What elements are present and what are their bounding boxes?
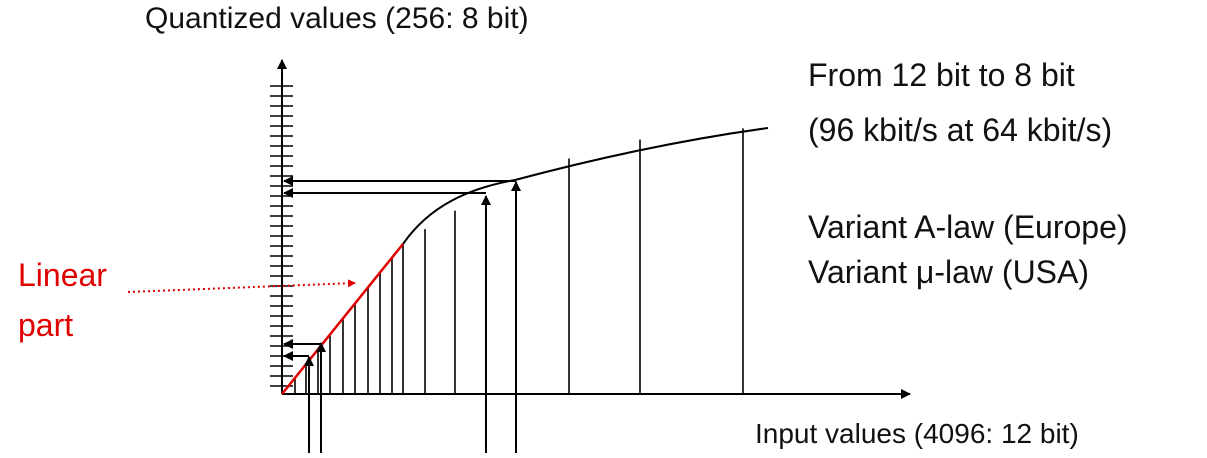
linear-part-label-line2: part <box>18 307 73 343</box>
sample-vertical-lines <box>294 128 744 394</box>
mapping-arrows-low <box>283 339 326 453</box>
y-axis-label: Quantized values (256: 8 bit) <box>145 2 529 35</box>
note-bitrate-line2: (96 kbit/s at 64 kbit/s) <box>808 112 1112 148</box>
x-axis-label: Input values (4096: 12 bit) <box>755 418 1079 449</box>
linear-segment <box>281 243 404 395</box>
linear-part-label-line1: Linear <box>18 257 107 293</box>
note-variant-mu-law: Variant μ-law (USA) <box>808 254 1089 290</box>
linear-part-pointer <box>127 279 356 293</box>
mapping-arrows-high <box>283 176 521 453</box>
note-variant-a-law: Variant A-law (Europe) <box>808 209 1128 245</box>
note-bitrate-line1: From 12 bit to 8 bit <box>808 57 1075 93</box>
compression-curve <box>402 127 769 245</box>
